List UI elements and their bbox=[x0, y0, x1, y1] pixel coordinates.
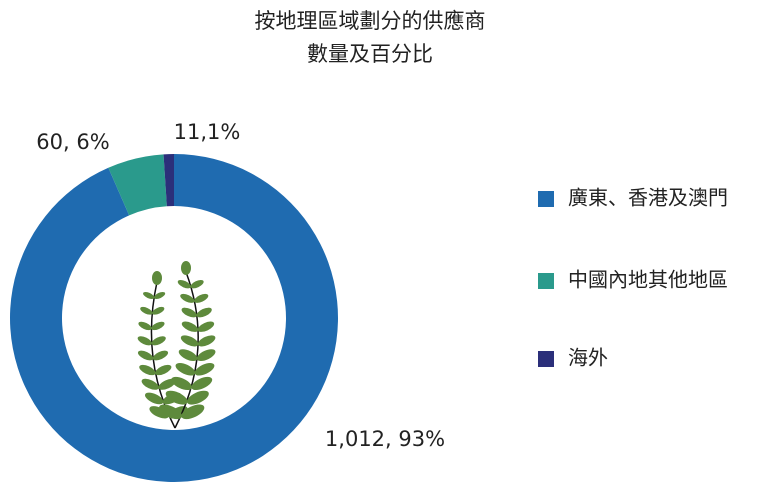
fern-illustration bbox=[137, 261, 216, 429]
fern-leaf bbox=[140, 306, 153, 315]
donut-segment bbox=[10, 154, 339, 482]
fern-leaf bbox=[159, 404, 183, 420]
fern-leaf bbox=[196, 349, 216, 361]
fern-leaf bbox=[145, 392, 164, 405]
fern-leaf bbox=[152, 306, 165, 315]
fern-leaf bbox=[186, 390, 209, 405]
fern-leaf bbox=[153, 291, 166, 300]
legend-swatch bbox=[538, 351, 554, 367]
fern-leaf bbox=[138, 321, 152, 331]
fern-leaf bbox=[196, 307, 212, 318]
fern-leaf bbox=[194, 363, 215, 376]
fern-leaf bbox=[180, 293, 195, 303]
fern-leaf bbox=[191, 376, 213, 391]
fern-leaf bbox=[137, 336, 152, 346]
fern-leaf bbox=[137, 350, 154, 361]
fern-leaf bbox=[139, 364, 156, 376]
fern-leaf bbox=[181, 261, 191, 275]
fern-leaf bbox=[190, 280, 204, 289]
chart-title: 按地理區域劃分的供應商 bbox=[255, 9, 486, 33]
fern-leaf bbox=[155, 364, 172, 376]
legend-label: 廣東、香港及澳門 bbox=[568, 186, 728, 210]
fern-leaf bbox=[180, 335, 199, 347]
data-label: 60, 6% bbox=[36, 130, 109, 154]
fern-leaf bbox=[143, 291, 155, 300]
fern-leaf bbox=[141, 378, 159, 390]
fern-leaf bbox=[151, 336, 166, 346]
fern-leaf bbox=[149, 406, 169, 419]
legend-label: 中國內地其他地區 bbox=[568, 268, 728, 292]
fern-leaf bbox=[152, 350, 169, 361]
fern-leaf bbox=[181, 321, 199, 332]
data-label: 1,012, 93% bbox=[325, 427, 445, 451]
fern-leaf bbox=[165, 390, 188, 405]
fern-leaf bbox=[197, 335, 216, 347]
fern-leaf bbox=[181, 404, 205, 420]
data-label: 11,1% bbox=[174, 120, 241, 144]
fern-leaf bbox=[158, 378, 176, 390]
fern-leaf bbox=[178, 349, 198, 361]
fern-leaf bbox=[177, 280, 191, 289]
fern-leaf bbox=[171, 376, 192, 391]
fern-stem bbox=[174, 271, 199, 429]
legend-swatch bbox=[538, 273, 554, 289]
fern-leaf bbox=[197, 321, 215, 332]
donut-segment bbox=[108, 154, 167, 216]
fern-leaf bbox=[175, 363, 196, 376]
donut-segment bbox=[163, 154, 174, 207]
fern-leaf bbox=[181, 307, 197, 318]
legend-label: 海外 bbox=[568, 346, 608, 370]
legend-swatch bbox=[538, 191, 554, 207]
fern-leaf bbox=[194, 293, 209, 303]
fern-leaf bbox=[151, 321, 165, 331]
chart-title: 數量及百分比 bbox=[307, 42, 433, 66]
fern-leaf bbox=[152, 271, 162, 285]
